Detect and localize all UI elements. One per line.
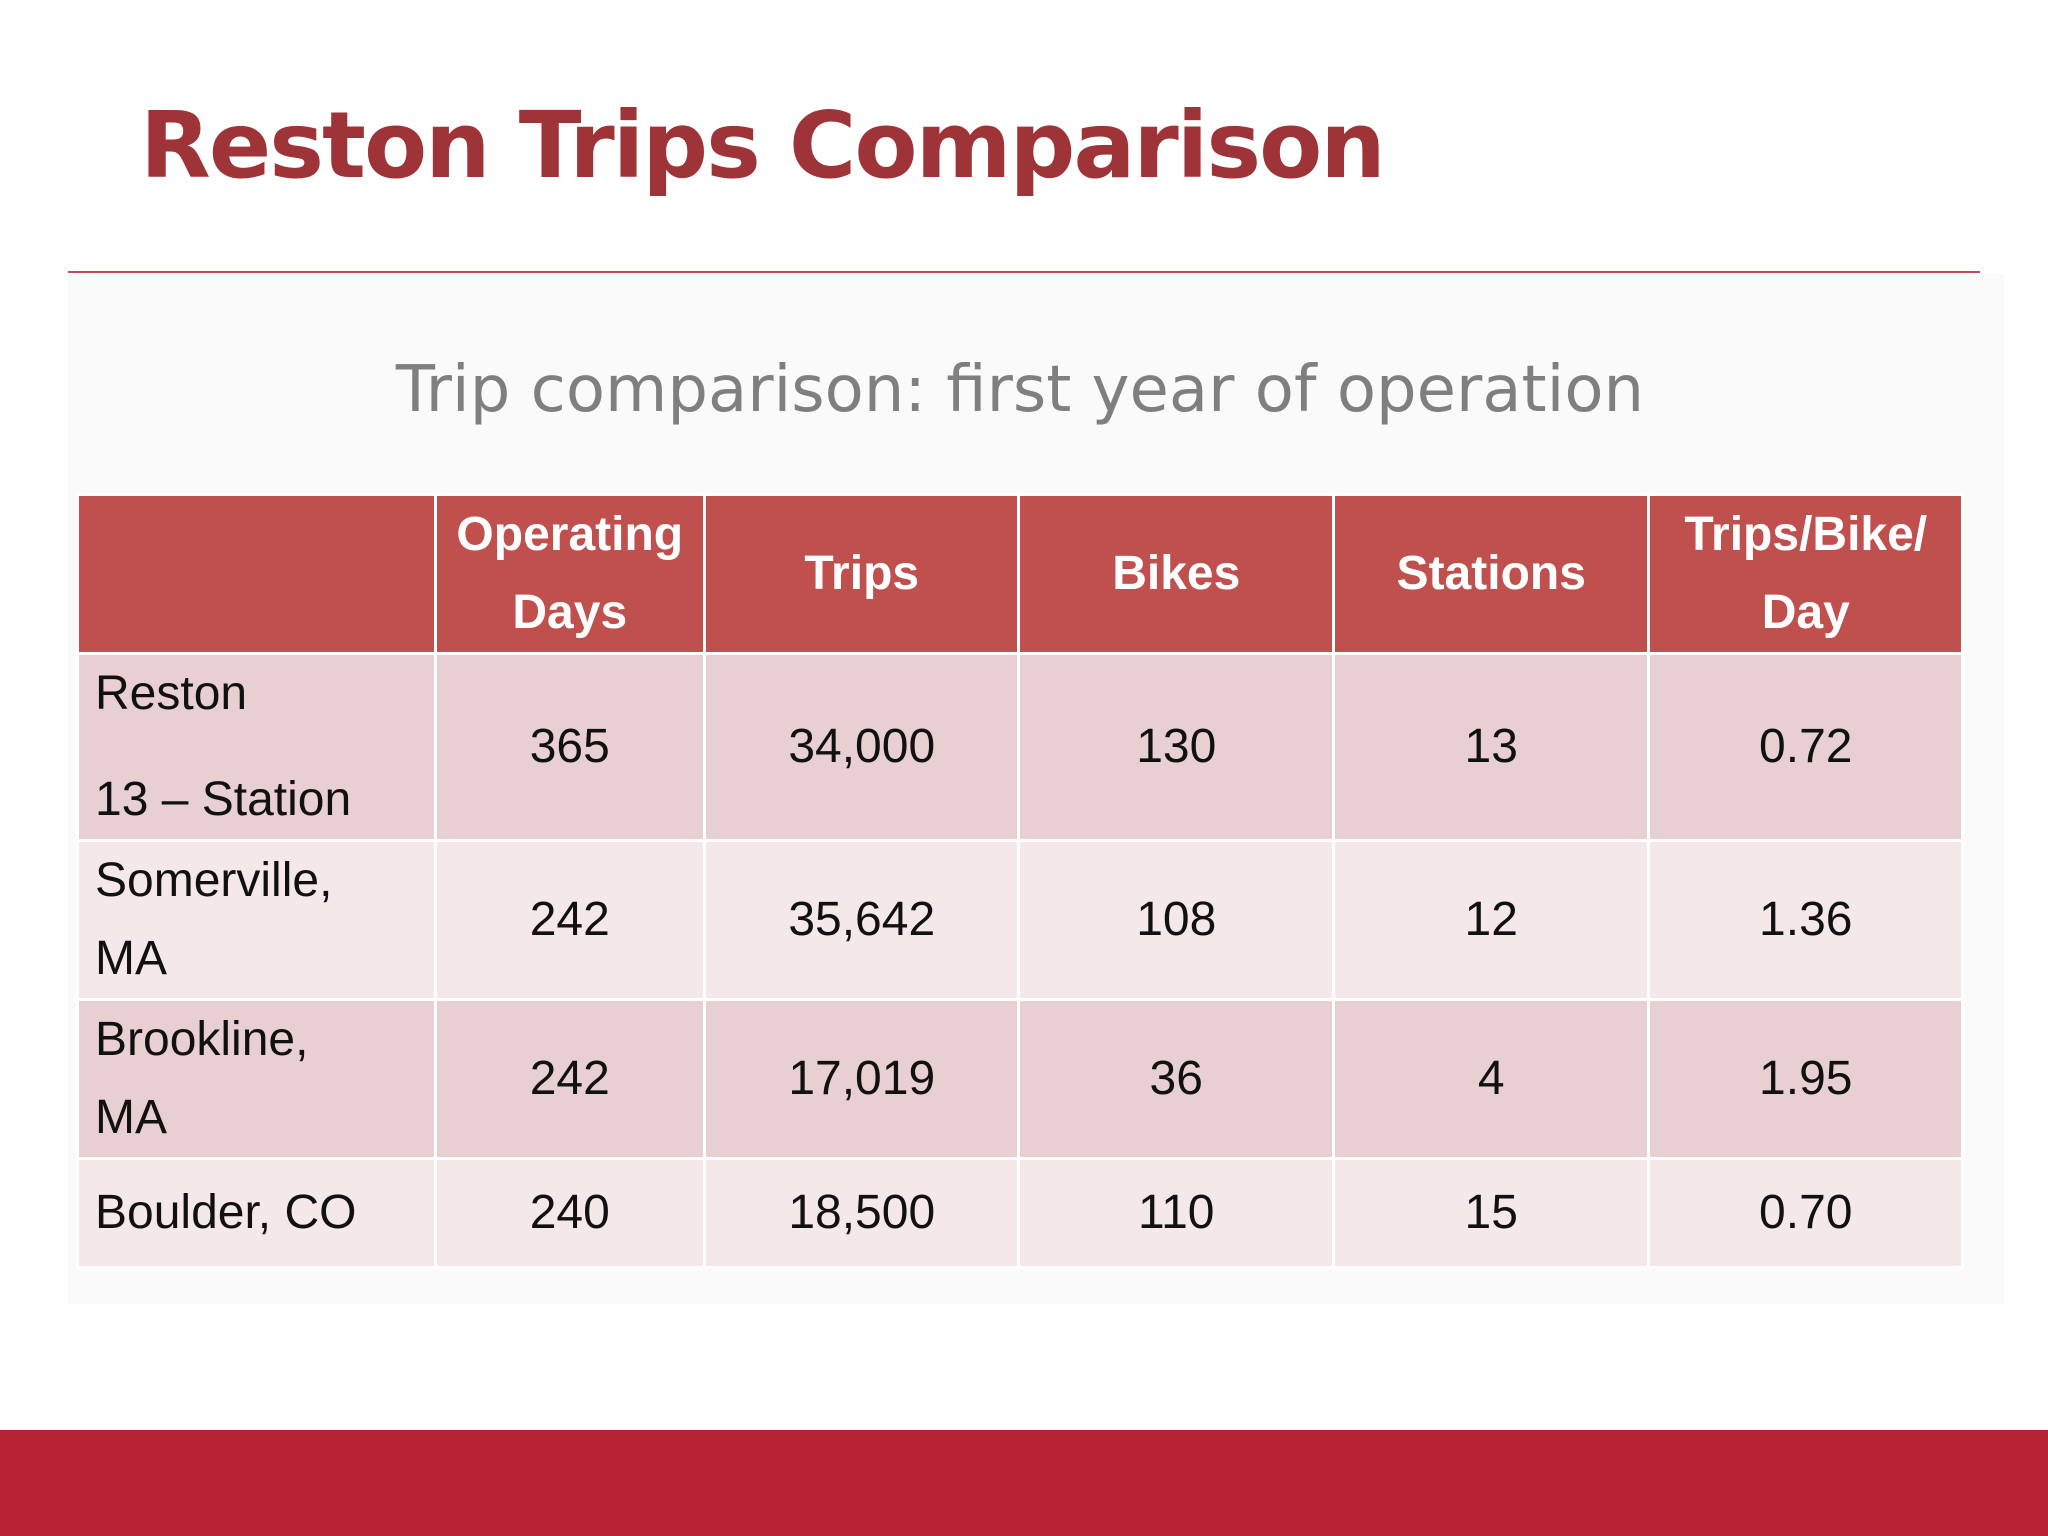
header-operating-days: Operating Days [433,493,706,655]
bikes-cell: 108 [1017,839,1335,1001]
operating-days-cell: 240 [433,1157,706,1269]
header-line: Trips/Bike/ [1684,508,1928,561]
header-trips-per-bike-day: Trips/Bike/ Day [1647,493,1964,655]
trips-cell: 35,642 [702,839,1021,1001]
city-cell: Brookline, MA [76,998,437,1160]
stations-cell: 4 [1331,998,1651,1160]
trips-cell: 17,019 [702,998,1021,1160]
operating-days-cell: 365 [433,652,706,842]
bikes-cell: 36 [1017,998,1335,1160]
city-name-line: MA [95,1091,167,1144]
city-name-line: 13 – Station [95,773,352,826]
city-name-line: Reston [95,667,248,720]
header-line: Days [512,586,628,639]
city-name-line: Brookline, [95,1013,309,1066]
table-row: Boulder, CO 240 18,500 110 15 0.70 [76,1157,1964,1269]
bikes-cell: 130 [1017,652,1335,842]
header-row: Operating Days Trips Bikes Stations Trip… [76,493,1964,655]
trips-per-bike-day-cell: 0.72 [1647,652,1964,842]
city-name-line: MA [95,932,167,985]
table-row: Somerville, MA 242 35,642 108 12 1.36 [76,839,1964,1001]
bikes-cell: 110 [1017,1157,1335,1269]
title-divider [68,271,1980,273]
stations-cell: 12 [1331,839,1651,1001]
trips-comparison-table: Operating Days Trips Bikes Stations Trip… [76,493,1964,1269]
city-cell: Reston 13 – Station [76,652,437,842]
table-row: Brookline, MA 242 17,019 36 4 1.95 [76,998,1964,1160]
trips-cell: 34,000 [702,652,1021,842]
header-city [76,493,437,655]
operating-days-cell: 242 [433,839,706,1001]
header-line: Operating [456,508,684,561]
trips-cell: 18,500 [702,1157,1021,1269]
trips-per-bike-day-cell: 1.95 [1647,998,1964,1160]
stations-cell: 15 [1331,1157,1651,1269]
stations-cell: 13 [1331,652,1651,842]
operating-days-cell: 242 [433,998,706,1160]
header-line: Day [1761,586,1850,639]
trips-per-bike-day-cell: 0.70 [1647,1157,1964,1269]
city-cell: Somerville, MA [76,839,437,1001]
city-name-line: Boulder, CO [95,1186,357,1239]
table-row: Reston 13 – Station 365 34,000 130 13 0.… [76,652,1964,842]
footer-band [0,1430,2048,1536]
header-bikes: Bikes [1017,493,1335,655]
city-cell: Boulder, CO [76,1157,437,1269]
city-name-line: Somerville, [95,854,333,907]
header-stations: Stations [1331,493,1651,655]
trips-per-bike-day-cell: 1.36 [1647,839,1964,1001]
slide-subtitle: Trip comparison: first year of operation [395,353,1645,427]
slide-title: Reston Trips Comparison [140,92,1386,199]
header-trips: Trips [702,493,1021,655]
table-body: Reston 13 – Station 365 34,000 130 13 0.… [76,652,1964,1269]
table-header: Operating Days Trips Bikes Stations Trip… [76,493,1964,655]
